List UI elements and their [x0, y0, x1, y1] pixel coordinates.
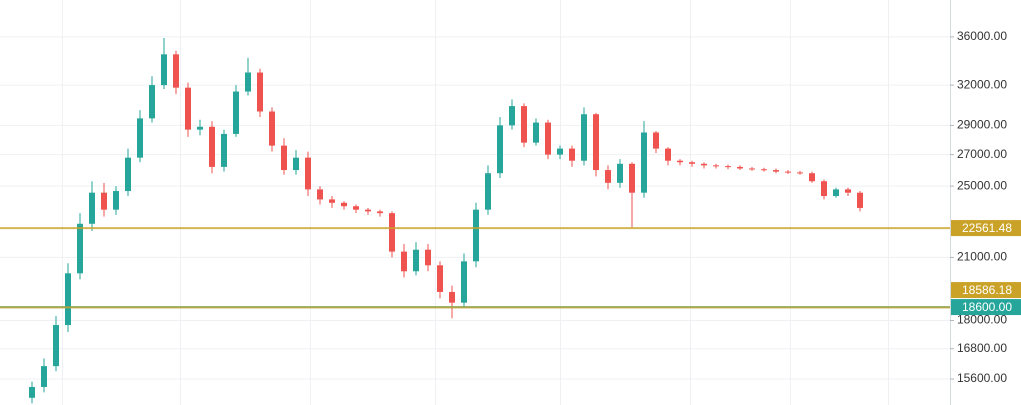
candle-body — [833, 189, 839, 197]
price-label: 18586.18 — [962, 283, 1012, 297]
candle-body — [665, 148, 671, 161]
candle-body — [641, 132, 647, 193]
y-tick-label: 16800.00 — [957, 341, 1007, 355]
candle-body — [509, 106, 515, 126]
candle-body — [137, 118, 143, 158]
candle-body — [305, 157, 311, 190]
candle-body — [113, 191, 119, 210]
candle-body — [161, 54, 167, 86]
candle-body — [149, 85, 155, 119]
candle-body — [221, 133, 227, 167]
candle-body — [269, 111, 275, 146]
candle-body — [41, 366, 47, 387]
price-label-bg — [951, 282, 1021, 299]
candle-body — [65, 273, 71, 326]
candle-body — [809, 173, 815, 182]
candle-body — [701, 163, 707, 166]
candle-body — [725, 166, 731, 168]
y-tick-label: 15600.00 — [957, 371, 1007, 385]
candle-body — [293, 157, 299, 171]
candle-body — [341, 202, 347, 207]
candle-body — [101, 192, 107, 210]
candle-body — [653, 132, 659, 149]
y-tick-label: 25000.00 — [957, 178, 1007, 192]
candle-body — [761, 169, 767, 171]
candle-body — [749, 168, 755, 170]
price-label-bg — [951, 220, 1021, 237]
y-tick-label: 29000.00 — [957, 118, 1007, 132]
price-label-bg — [951, 299, 1021, 316]
candle-body — [689, 162, 695, 164]
candle-body — [737, 166, 743, 169]
candle-body — [857, 192, 863, 208]
candle-body — [281, 145, 287, 171]
candle-body — [545, 122, 551, 155]
candle-body — [533, 122, 539, 143]
candle-body — [461, 261, 467, 303]
candle-body — [29, 386, 35, 398]
candle-body — [53, 325, 59, 367]
candle-body — [497, 125, 503, 174]
y-tick-label: 27000.00 — [957, 147, 1007, 161]
candle-body — [485, 173, 491, 210]
candle-body — [425, 249, 431, 266]
candle-body — [437, 265, 443, 292]
candle-body — [257, 72, 263, 112]
y-tick-label: 32000.00 — [957, 77, 1007, 91]
candle-body — [785, 171, 791, 173]
y-tick-label: 36000.00 — [957, 29, 1007, 43]
candle-body — [713, 165, 719, 167]
candle-body — [569, 148, 575, 161]
x-grid — [62, 0, 889, 405]
candle-body — [89, 192, 95, 224]
price-label: 22561.48 — [962, 221, 1012, 235]
candle-body — [389, 213, 395, 252]
candle-body — [521, 106, 527, 143]
candle-body — [629, 163, 635, 193]
candle-body — [797, 172, 803, 174]
price-label: 18600.00 — [962, 300, 1012, 314]
candle-body — [677, 160, 683, 163]
candle-body — [125, 157, 131, 192]
y-tick-label: 18000.00 — [957, 313, 1007, 327]
candle-body — [617, 163, 623, 183]
candle-body — [173, 54, 179, 88]
candle-body — [77, 223, 83, 274]
candle-body — [449, 291, 455, 303]
candle-body — [353, 206, 359, 210]
candle-body — [773, 170, 779, 172]
candle-body — [365, 209, 371, 212]
candle-body — [233, 91, 239, 134]
candle-body — [473, 209, 479, 262]
candle-body — [845, 189, 851, 193]
candle-body — [329, 199, 335, 203]
candle-body — [581, 114, 587, 161]
candle-body — [185, 87, 191, 130]
candle-body — [377, 211, 383, 214]
candle-body — [413, 249, 419, 272]
candle-body — [821, 181, 827, 197]
candle-body — [209, 126, 215, 167]
candle-body — [557, 148, 563, 155]
candle-body — [317, 189, 323, 200]
candle-body — [401, 251, 407, 272]
candle-body — [197, 126, 203, 130]
candle-body — [593, 114, 599, 171]
candle-body — [245, 72, 251, 92]
candle-body — [605, 170, 611, 183]
y-tick-label: 21000.00 — [957, 250, 1007, 264]
